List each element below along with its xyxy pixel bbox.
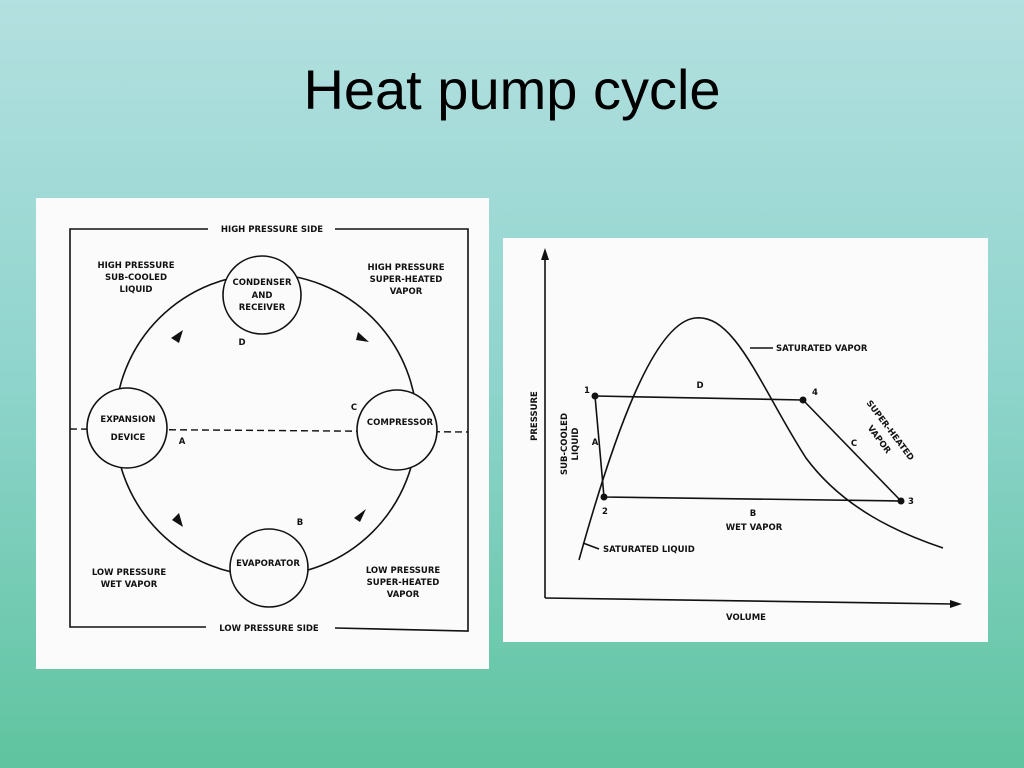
point-a-label: A xyxy=(179,437,186,447)
compressor-label: COMPRESSOR xyxy=(367,418,434,428)
evaporator-circle xyxy=(229,528,309,608)
point-1-label: 1 xyxy=(584,386,590,396)
condenser-label-3: RECEIVER xyxy=(239,303,286,313)
bottom-right-state-2: SUPER-HEATED xyxy=(367,578,440,588)
condenser-circle xyxy=(222,255,302,335)
evaporator-label: EVAPORATOR xyxy=(236,559,300,569)
state-point-4 xyxy=(799,396,807,404)
compressor-circle xyxy=(356,389,438,471)
volume-axis xyxy=(544,597,954,605)
bottom-right-state-1: LOW PRESSURE xyxy=(366,566,441,576)
arrow-bottom-left xyxy=(172,513,183,527)
arrow-top-right xyxy=(356,332,369,342)
state-point-3 xyxy=(897,497,905,505)
arrow-top-left xyxy=(171,330,183,343)
saturated-vapor-label: SATURATED VAPOR xyxy=(776,344,868,354)
bottom-left-state-2: WET VAPOR xyxy=(101,580,158,590)
saturation-dome xyxy=(578,317,944,561)
saturated-liquid-label: SATURATED LIQUID xyxy=(603,545,695,555)
expansion-label-1: EXPANSION xyxy=(100,415,155,425)
top-right-state-1: HIGH PRESSURE xyxy=(367,263,444,273)
cycle-diagram-panel: HIGH PRESSURE SIDE LOW PRESSURE SIDE CON… xyxy=(36,198,489,669)
sub-cooled-label-2: LIQUID xyxy=(571,428,581,461)
pv-diagram-panel: PRESSURE VOLUME 1 2 3 4 D A B C SATURATE… xyxy=(503,238,988,642)
top-left-state-1: HIGH PRESSURE xyxy=(97,261,174,271)
expansion-circle xyxy=(86,387,168,469)
y-axis-label: PRESSURE xyxy=(530,391,540,441)
arrow-bottom-right xyxy=(354,509,366,522)
bottom-left-state-1: LOW PRESSURE xyxy=(92,568,167,578)
top-right-state-3: VAPOR xyxy=(390,287,423,297)
point-c-label: C xyxy=(351,403,357,413)
top-right-state-2: SUPER-HEATED xyxy=(370,275,443,285)
bottom-right-state-3: VAPOR xyxy=(387,590,420,600)
point-4-label: 4 xyxy=(812,388,818,398)
x-axis-label: VOLUME xyxy=(726,613,766,623)
sub-cooled-label-1: SUB-COOLED xyxy=(560,413,570,475)
condenser-label-1: CONDENSER xyxy=(232,278,291,288)
condenser-label-2: AND xyxy=(252,291,273,301)
slide-title: Heat pump cycle xyxy=(303,58,721,121)
pressure-axis-arrow xyxy=(541,248,549,260)
pv-diagram: PRESSURE VOLUME 1 2 3 4 D A B C SATURATE… xyxy=(530,248,962,623)
high-pressure-side-label: HIGH PRESSURE SIDE xyxy=(221,225,323,235)
point-2-label: 2 xyxy=(602,507,608,517)
state-point-1 xyxy=(591,392,599,400)
segment-b-label: B xyxy=(750,509,756,519)
expansion-label-2: DEVICE xyxy=(111,433,146,443)
volume-axis-arrow xyxy=(950,600,962,608)
state-point-2 xyxy=(600,493,608,501)
segment-c-label: C xyxy=(851,439,857,449)
top-left-state-3: LIQUID xyxy=(120,285,153,295)
point-3-label: 3 xyxy=(908,497,914,507)
wet-vapor-label: WET VAPOR xyxy=(726,523,783,533)
point-d-label: D xyxy=(238,338,245,348)
top-left-state-2: SUB-COOLED xyxy=(105,273,167,283)
saturated-liquid-leader xyxy=(582,542,600,550)
segment-d-label: D xyxy=(696,381,703,391)
cycle-diagram: HIGH PRESSURE SIDE LOW PRESSURE SIDE CON… xyxy=(69,225,469,634)
segment-a-label: A xyxy=(592,438,599,448)
low-pressure-side-label: LOW PRESSURE SIDE xyxy=(219,624,319,634)
point-b-label: B xyxy=(297,518,303,528)
frame-top-left xyxy=(69,228,208,628)
frame-top-right xyxy=(334,228,469,632)
